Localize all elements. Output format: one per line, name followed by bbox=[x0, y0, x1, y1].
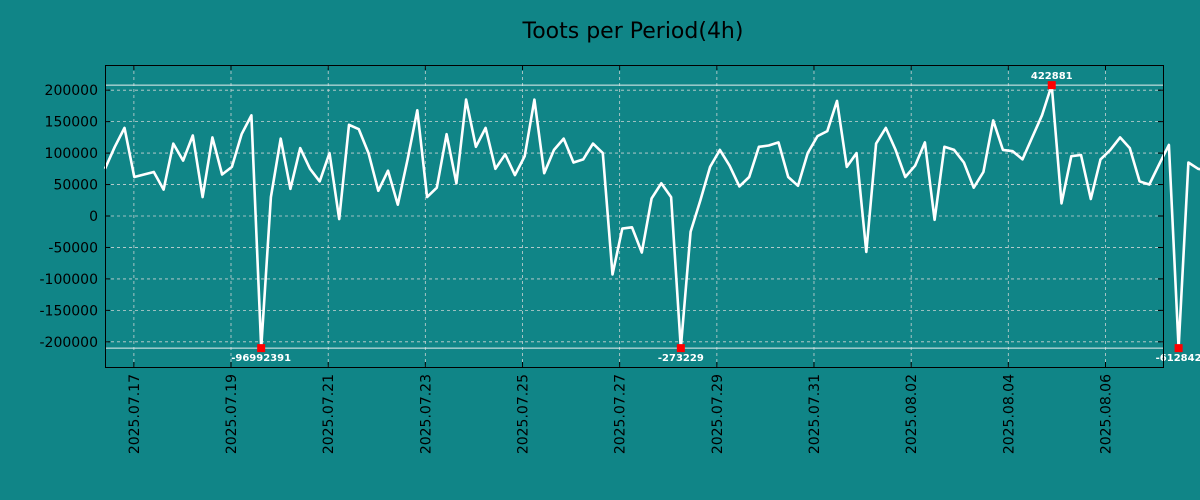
y-tick-label: -150000 bbox=[40, 303, 99, 319]
y-tick-label: -100000 bbox=[40, 272, 99, 288]
y-tick-label: 200000 bbox=[45, 83, 98, 99]
y-tick-label: -200000 bbox=[40, 335, 99, 351]
x-tick-label: 2025.07.19 bbox=[224, 374, 240, 454]
annotation-marker bbox=[1174, 344, 1183, 353]
x-axis: 2025.07.17 2025.07.19 2025.07.21 2025.07.23… bbox=[127, 65, 1115, 454]
x-tick-label: 2025.07.25 bbox=[516, 374, 532, 454]
annotation-marker bbox=[257, 344, 266, 353]
clip-reference-lines bbox=[105, 84, 1163, 349]
x-tick-label: 2025.07.21 bbox=[321, 374, 337, 454]
y-axis: 200000 150000 100000 50000 0 -50000 -100000 -15… bbox=[40, 83, 1163, 351]
y-tick-label: -50000 bbox=[48, 240, 98, 256]
x-tick-label: 2025.08.02 bbox=[904, 374, 920, 454]
x-tick-label: 2025.08.04 bbox=[1001, 374, 1017, 454]
annotation-markers: -96992391 -273229 422881 -612842 bbox=[231, 71, 1200, 364]
annotation-marker bbox=[676, 344, 685, 353]
series-line-toots bbox=[103, 83, 1200, 350]
y-tick-label: 150000 bbox=[45, 115, 98, 131]
annotation-label: 422881 bbox=[1031, 71, 1073, 82]
x-tick-label: 2025.07.23 bbox=[418, 374, 434, 454]
x-tick-label: 2025.07.29 bbox=[710, 374, 726, 454]
y-tick-label: 50000 bbox=[53, 178, 98, 194]
annotation-label: -96992391 bbox=[231, 353, 291, 364]
annotation-label: -612842 bbox=[1156, 353, 1200, 364]
annotation-label: -273229 bbox=[658, 353, 704, 364]
grid bbox=[105, 65, 1163, 367]
annotation-marker bbox=[1047, 81, 1056, 90]
y-tick-label: 0 bbox=[89, 209, 98, 225]
x-tick-label: 2025.07.31 bbox=[807, 374, 823, 454]
x-tick-label: 2025.07.17 bbox=[127, 374, 143, 454]
y-tick-label: 100000 bbox=[45, 146, 98, 162]
chart-title: Toots per Period(4h) bbox=[522, 19, 744, 44]
x-tick-label: 2025.08.06 bbox=[1099, 374, 1115, 454]
x-tick-label: 2025.07.27 bbox=[613, 374, 629, 454]
